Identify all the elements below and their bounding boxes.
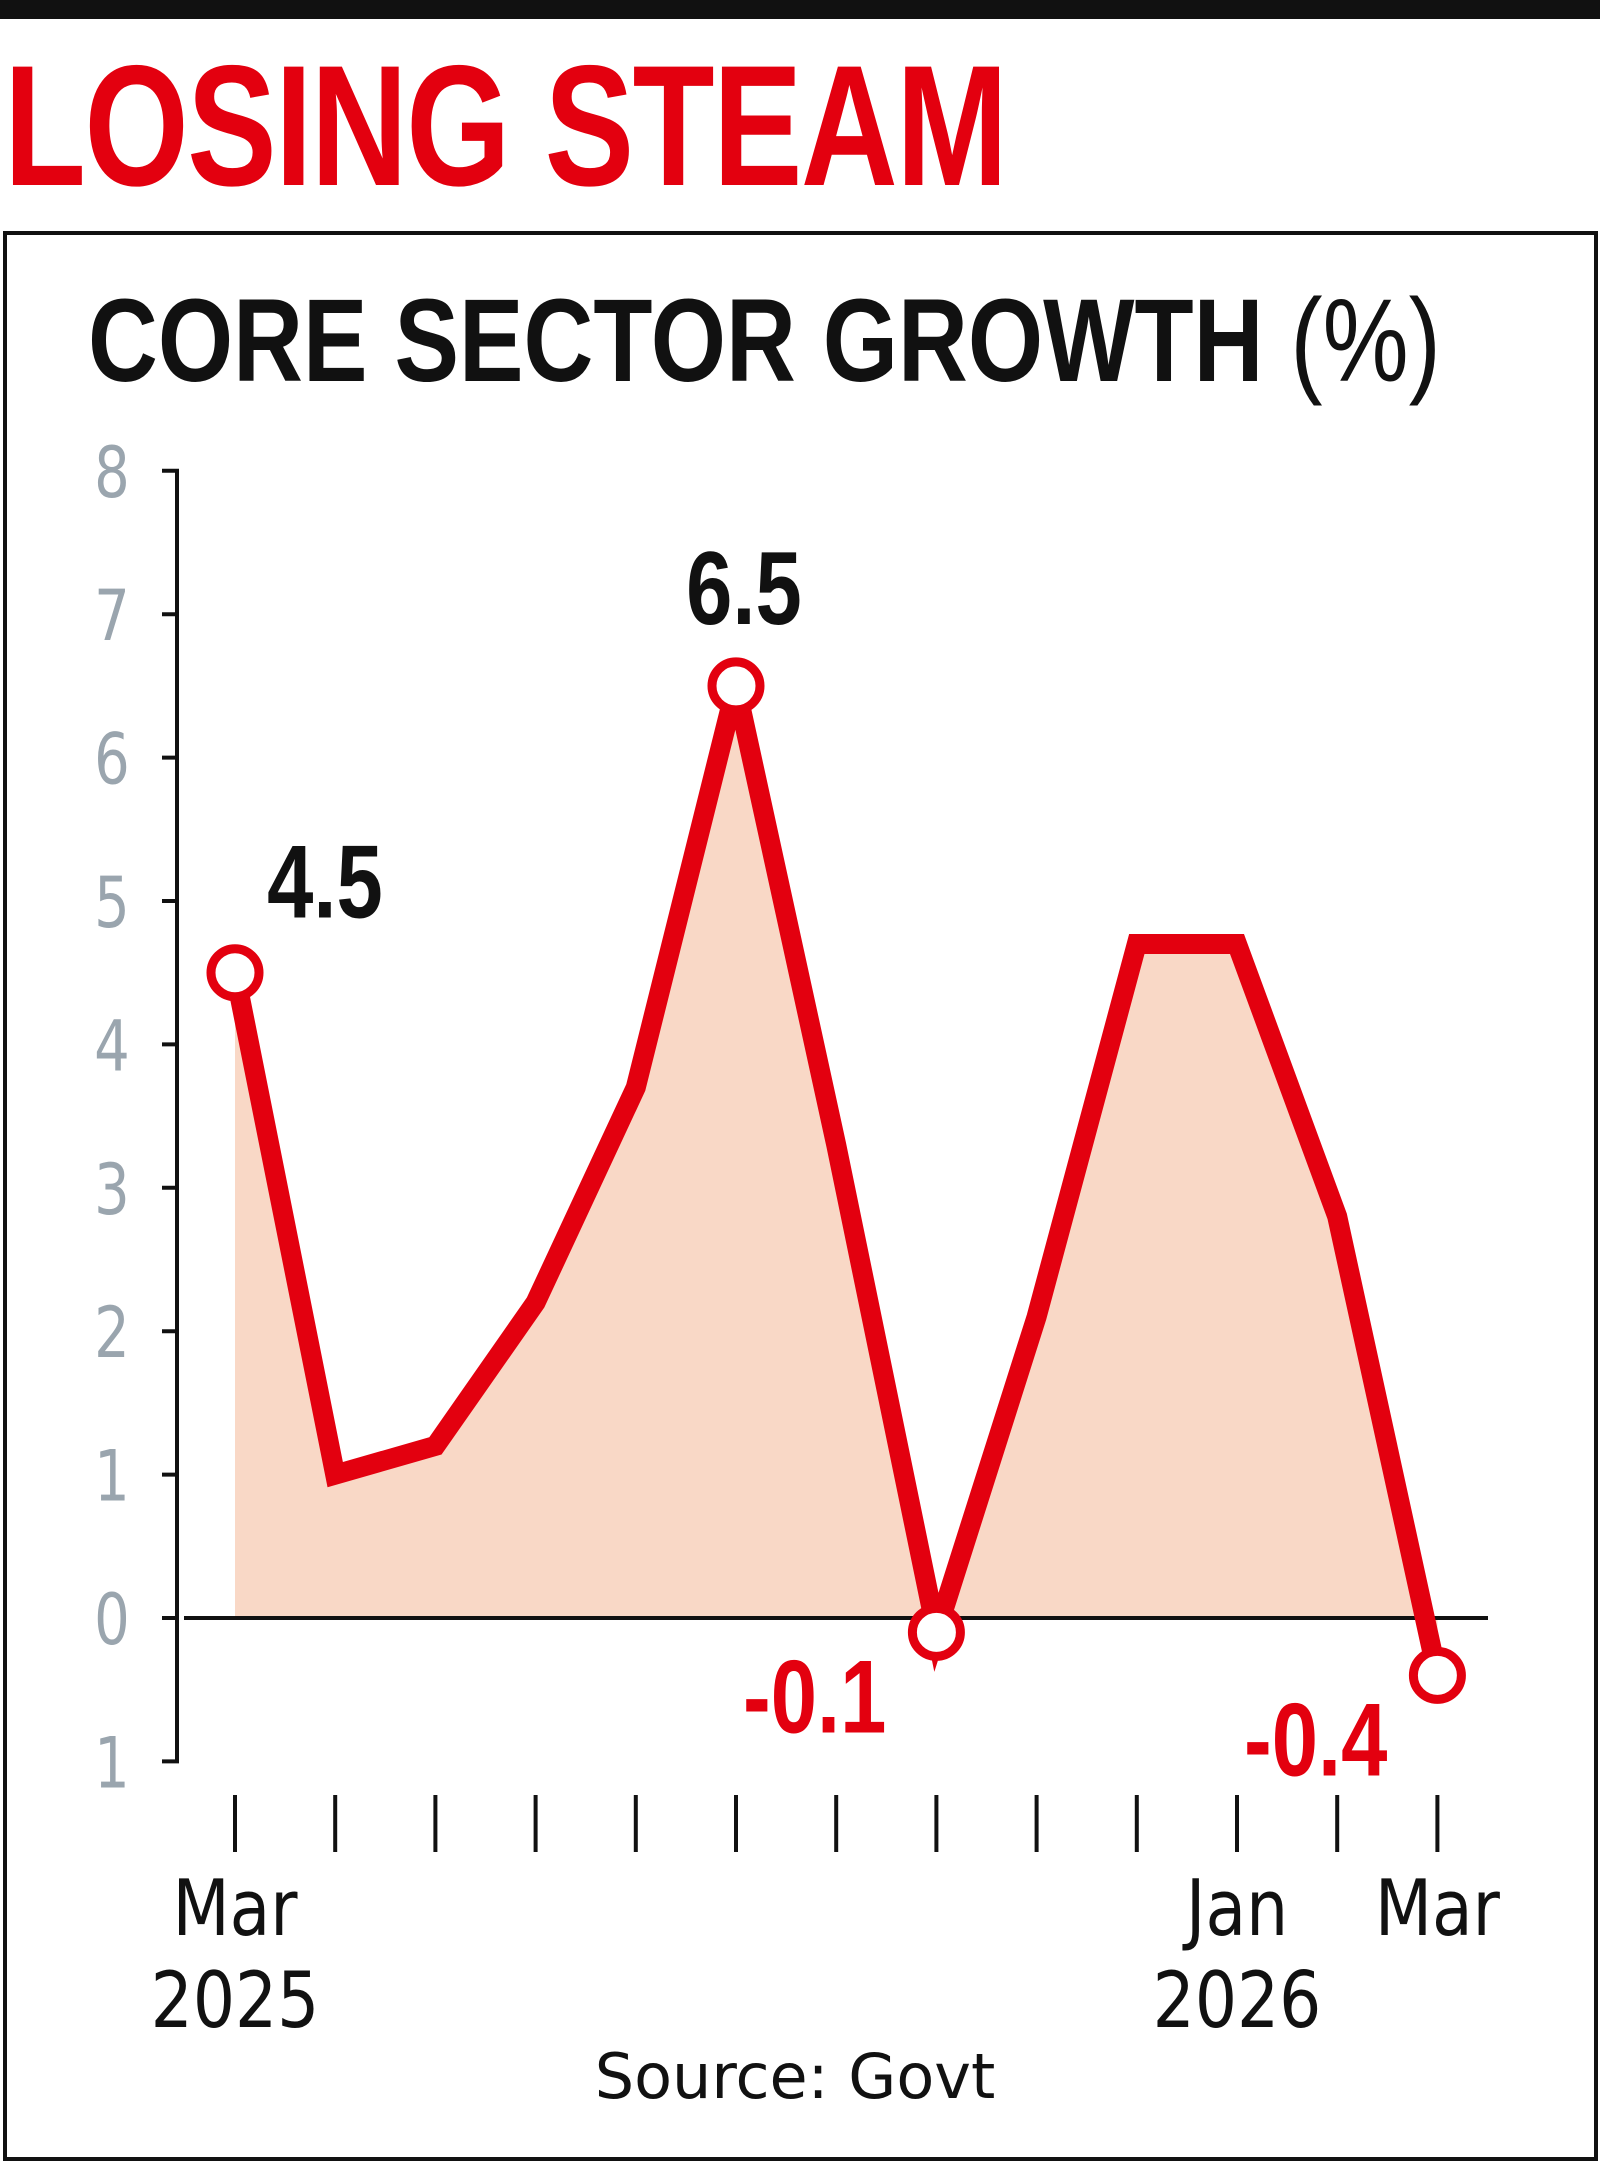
y-tick-label: 0 xyxy=(94,1579,130,1661)
y-tick-label: 7 xyxy=(94,575,130,657)
chart-title-text: CORE SECTOR GROWTH xyxy=(88,275,1264,407)
data-point-marker xyxy=(206,944,264,1002)
headline: LOSING STEAM xyxy=(4,30,1008,222)
data-point-marker xyxy=(707,657,765,715)
y-tick-label: 6 xyxy=(94,718,130,800)
y-tick-label: 1 xyxy=(94,1435,130,1517)
source-note: Source: Govt xyxy=(594,2040,996,2113)
y-tick-label: 8 xyxy=(94,432,130,514)
x-tick-label-month: Jan xyxy=(1182,1864,1288,1955)
data-label: 4.5 xyxy=(267,824,383,940)
series-line xyxy=(225,683,1448,1678)
chart-title-unit: (%) xyxy=(1290,275,1441,407)
y-tick-label: 3 xyxy=(94,1149,130,1231)
x-tick-label-month: Mar xyxy=(1375,1864,1500,1955)
top-rule xyxy=(0,0,1600,19)
y-tick-label: 1 xyxy=(94,1722,130,1804)
y-tick-label: 4 xyxy=(94,1005,130,1087)
data-label: -0.1 xyxy=(743,1638,886,1754)
data-label: 6.5 xyxy=(686,530,802,646)
data-point-marker xyxy=(1408,1646,1466,1704)
x-tick-label-month: Mar xyxy=(172,1864,297,1955)
y-tick-label: 5 xyxy=(94,862,130,944)
data-label: -0.4 xyxy=(1244,1681,1387,1797)
x-tick-label-year: 2025 xyxy=(151,1956,320,2047)
chart-title: CORE SECTOR GROWTH (%) xyxy=(88,282,1441,400)
y-tick-label: 2 xyxy=(94,1292,130,1374)
x-tick-label-year: 2026 xyxy=(1153,1956,1322,2047)
data-point-marker xyxy=(907,1603,965,1661)
chart-frame xyxy=(3,231,1598,2161)
